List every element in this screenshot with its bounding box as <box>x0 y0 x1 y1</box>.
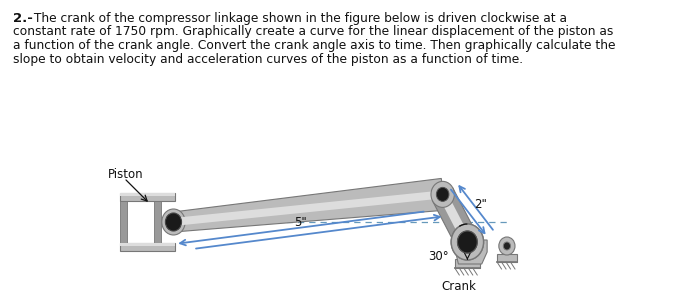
Polygon shape <box>120 201 127 243</box>
Polygon shape <box>173 190 443 226</box>
Polygon shape <box>120 243 175 251</box>
Circle shape <box>499 237 515 255</box>
Text: Crank: Crank <box>441 280 476 293</box>
Circle shape <box>458 231 477 253</box>
Text: 30°: 30° <box>428 249 449 263</box>
Polygon shape <box>173 179 444 232</box>
Polygon shape <box>120 193 175 201</box>
Circle shape <box>431 181 454 208</box>
Text: 2": 2" <box>475 198 487 211</box>
Circle shape <box>458 231 477 253</box>
Text: 2.-: 2.- <box>13 12 32 25</box>
Text: Piston: Piston <box>108 168 144 181</box>
Circle shape <box>436 187 449 201</box>
Text: slope to obtain velocity and acceleration curves of the piston as a function of : slope to obtain velocity and acceleratio… <box>13 53 523 65</box>
Circle shape <box>452 224 484 260</box>
Polygon shape <box>433 188 477 248</box>
Text: 5": 5" <box>295 216 307 229</box>
Polygon shape <box>497 254 517 262</box>
Circle shape <box>162 209 185 235</box>
Circle shape <box>452 224 484 260</box>
Polygon shape <box>455 259 480 268</box>
Polygon shape <box>453 240 487 264</box>
Polygon shape <box>439 192 471 245</box>
Polygon shape <box>120 193 175 196</box>
Circle shape <box>503 242 510 250</box>
Text: constant rate of 1750 rpm. Graphically create a curve for the linear displacemen: constant rate of 1750 rpm. Graphically c… <box>13 25 613 39</box>
Circle shape <box>165 213 181 231</box>
Polygon shape <box>120 243 175 246</box>
Polygon shape <box>154 201 161 243</box>
Text: a function of the crank angle. Convert the crank angle axis to time. Then graphi: a function of the crank angle. Convert t… <box>13 39 615 52</box>
Text: The crank of the compressor linkage shown in the figure below is driven clockwis: The crank of the compressor linkage show… <box>29 12 567 25</box>
